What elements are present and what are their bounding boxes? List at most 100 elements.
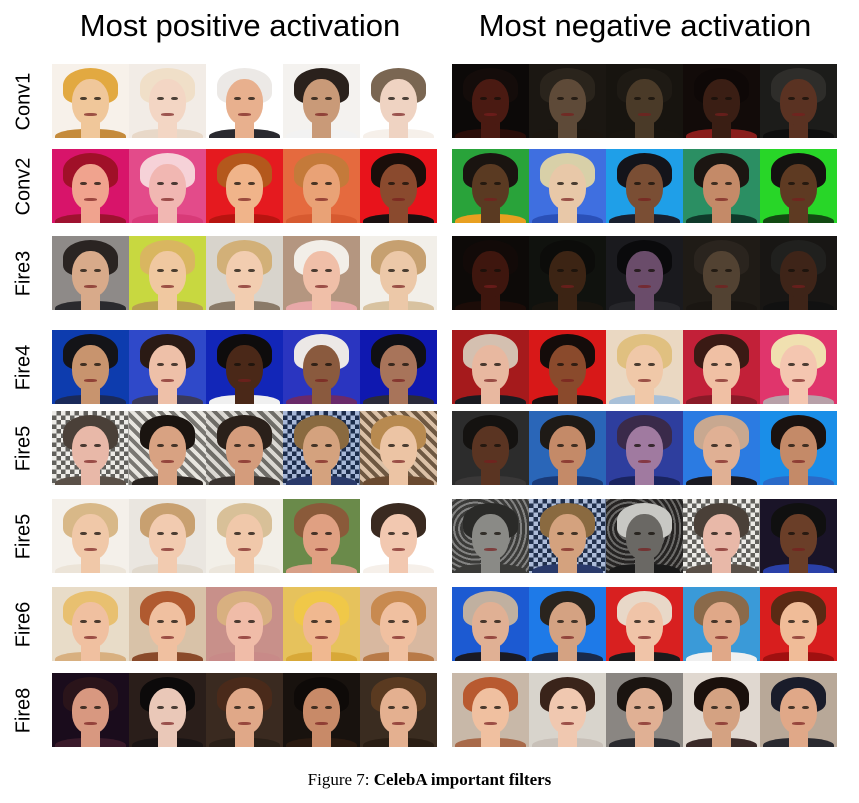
- face: [72, 687, 109, 734]
- negative-face-thumbnail: [452, 64, 529, 138]
- mouth: [715, 635, 728, 639]
- eye: [711, 362, 718, 367]
- eye: [557, 443, 564, 448]
- eye: [648, 619, 655, 624]
- mouth: [792, 112, 805, 116]
- face: [780, 250, 817, 297]
- face: [780, 163, 817, 210]
- neck: [81, 729, 100, 747]
- neck: [789, 467, 808, 485]
- eye: [480, 705, 487, 710]
- mouth: [638, 459, 651, 463]
- mouth: [238, 378, 251, 382]
- face: [380, 250, 417, 297]
- eye: [402, 619, 409, 624]
- neck: [81, 467, 100, 485]
- positive-face-thumbnail: [129, 236, 206, 310]
- face: [72, 425, 109, 472]
- eye: [648, 443, 655, 448]
- neck: [389, 467, 408, 485]
- negative-face-thumbnail: [760, 499, 837, 573]
- eye: [571, 362, 578, 367]
- eye: [157, 443, 164, 448]
- mouth: [561, 284, 574, 288]
- mouth: [715, 378, 728, 382]
- mouth: [161, 635, 174, 639]
- positive-face-thumbnail: [283, 330, 360, 404]
- neck: [635, 205, 654, 223]
- neck: [389, 555, 408, 573]
- neck: [712, 555, 731, 573]
- negative-face-thumbnail: [606, 236, 683, 310]
- eye: [80, 531, 87, 536]
- mouth: [484, 547, 497, 551]
- layer-label: Fire5: [0, 411, 48, 486]
- eye: [234, 443, 241, 448]
- negative-face-thumbnail: [683, 64, 760, 138]
- eye: [711, 705, 718, 710]
- face: [472, 513, 509, 560]
- eye: [234, 362, 241, 367]
- face: [472, 163, 509, 210]
- neck: [789, 555, 808, 573]
- mouth: [315, 284, 328, 288]
- neck: [789, 205, 808, 223]
- eye: [711, 96, 718, 101]
- eye: [311, 268, 318, 273]
- eye: [557, 362, 564, 367]
- face: [626, 78, 663, 125]
- face: [626, 163, 663, 210]
- neck: [389, 386, 408, 404]
- face: [72, 601, 109, 648]
- neck: [235, 643, 254, 661]
- neck: [481, 729, 500, 747]
- neck: [235, 555, 254, 573]
- eye: [248, 96, 255, 101]
- face: [549, 425, 586, 472]
- mouth: [238, 197, 251, 201]
- eye: [725, 443, 732, 448]
- eye: [80, 181, 87, 186]
- neck: [712, 205, 731, 223]
- eye: [157, 181, 164, 186]
- eye: [557, 705, 564, 710]
- positive-face-thumbnail: [206, 587, 283, 661]
- eye: [711, 181, 718, 186]
- face: [472, 687, 509, 734]
- positive-face-thumbnail: [360, 149, 437, 223]
- eye: [480, 96, 487, 101]
- mouth: [392, 459, 405, 463]
- mouth: [392, 635, 405, 639]
- mouth: [161, 284, 174, 288]
- eye: [711, 531, 718, 536]
- eye: [171, 181, 178, 186]
- mouth: [315, 378, 328, 382]
- eye: [325, 443, 332, 448]
- mouth: [484, 721, 497, 725]
- eye: [634, 362, 641, 367]
- neck: [312, 205, 331, 223]
- positive-face-thumbnail: [52, 499, 129, 573]
- negative-activation-strip: [452, 411, 837, 485]
- face: [303, 163, 340, 210]
- positive-face-thumbnail: [52, 149, 129, 223]
- eye: [711, 619, 718, 624]
- eye: [480, 181, 487, 186]
- neck: [789, 292, 808, 310]
- eye: [557, 619, 564, 624]
- eye: [94, 96, 101, 101]
- mouth: [315, 721, 328, 725]
- eye: [311, 705, 318, 710]
- positive-face-thumbnail: [52, 236, 129, 310]
- layer-label: Conv2: [0, 149, 48, 224]
- face: [549, 163, 586, 210]
- negative-face-thumbnail: [760, 587, 837, 661]
- negative-face-thumbnail: [683, 330, 760, 404]
- eye: [388, 443, 395, 448]
- eye: [311, 181, 318, 186]
- eye: [248, 443, 255, 448]
- neck: [235, 729, 254, 747]
- eye: [171, 705, 178, 710]
- face: [703, 425, 740, 472]
- negative-face-thumbnail: [606, 673, 683, 747]
